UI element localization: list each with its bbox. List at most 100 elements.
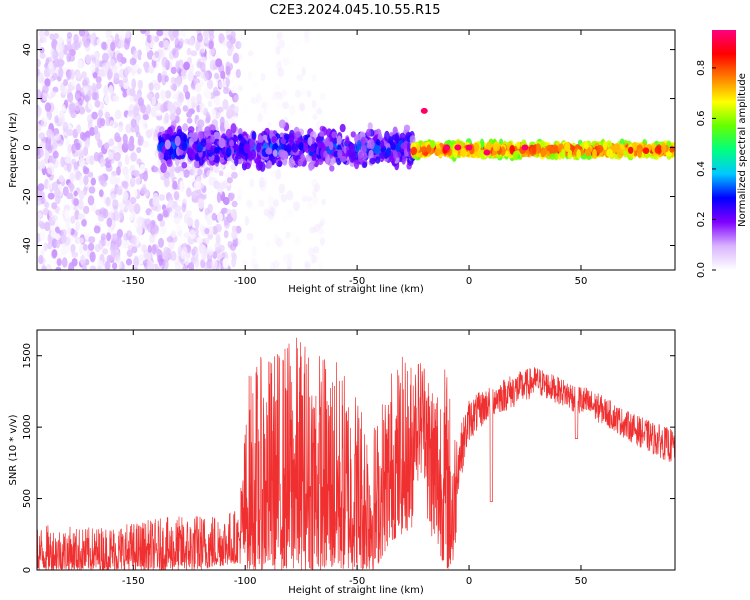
- spectrogram-cell: [298, 142, 304, 151]
- spectrogram-x-tick-label: -50: [349, 276, 365, 287]
- spectrogram-cell: [311, 73, 317, 82]
- spectrogram-cell: [60, 156, 65, 168]
- spectrogram-cell: [126, 249, 133, 258]
- spectrogram-cell: [98, 68, 105, 78]
- spectrogram-cell: [167, 101, 174, 112]
- spectrogram-cell: [65, 217, 71, 229]
- spectrogram-cell: [147, 222, 154, 233]
- spectrogram-cell: [114, 33, 120, 45]
- spectrogram-cell: [116, 52, 124, 63]
- spectrogram-cell: [393, 150, 398, 159]
- spectrogram-cell: [349, 143, 355, 153]
- spectrogram-cell: [186, 111, 192, 118]
- spectrogram-x-tick-label: -100: [234, 276, 257, 287]
- spectrogram-cell: [233, 94, 239, 102]
- spectrogram-cell: [90, 216, 98, 226]
- spectrogram-cell: [375, 139, 381, 147]
- spectrogram-cell: [122, 181, 129, 190]
- spectrogram-cell: [73, 161, 79, 170]
- spectrogram-cell: [52, 51, 59, 60]
- spectrogram-cell: [69, 172, 75, 183]
- spectrogram-cell: [212, 199, 219, 211]
- spectrogram-cell: [176, 225, 182, 232]
- spectrogram-cell: [164, 171, 170, 179]
- spectrogram-cell: [60, 86, 68, 96]
- spectrogram-cell: [128, 202, 135, 213]
- spectrogram-cell: [276, 31, 284, 40]
- spectrogram-cell: [350, 131, 356, 138]
- spectrogram-cell: [184, 257, 190, 266]
- spectrogram-cell: [270, 170, 277, 177]
- spectrogram-cell: [306, 90, 312, 98]
- spectrogram-hotspot: [483, 149, 491, 156]
- spectrogram-cell: [301, 66, 306, 77]
- spectrogram-cell: [41, 159, 46, 170]
- spectrogram-cell: [217, 212, 223, 223]
- spectrogram-cell: [118, 40, 125, 48]
- spectrogram-cell: [213, 95, 221, 106]
- spectrogram-cell: [116, 236, 122, 248]
- spectrogram-cell: [162, 209, 169, 218]
- spectrogram-cell: [267, 211, 274, 219]
- spectrogram-cell: [129, 88, 136, 97]
- spectrogram-cell: [616, 148, 624, 159]
- spectrogram-cell: [137, 97, 145, 107]
- spectrogram-cell: [50, 90, 56, 98]
- spectrogram-cell: [170, 76, 176, 85]
- spectrogram-hotspot: [465, 144, 473, 151]
- spectrogram-cell: [110, 250, 116, 261]
- snr-x-tick-label: -150: [122, 576, 145, 587]
- spectrogram-cell: [255, 92, 262, 104]
- spectrogram-cell: [142, 140, 150, 148]
- spectrogram-cell: [137, 225, 143, 237]
- spectrogram-cell: [75, 220, 80, 232]
- spectrogram-cell: [37, 106, 42, 117]
- spectrogram-cell: [150, 106, 157, 118]
- spectrogram-y-tick-label: -40: [22, 237, 33, 253]
- spectrogram-cell: [105, 196, 111, 207]
- spectrogram-cell: [42, 91, 47, 101]
- spectrogram-cell: [227, 47, 233, 57]
- spectrogram-cell: [109, 120, 115, 130]
- spectrogram-cell: [90, 33, 95, 45]
- spectrogram-cell: [247, 198, 253, 209]
- spectrogram-cell: [91, 111, 98, 120]
- colorbar-tick-label: 0.4: [696, 161, 707, 177]
- spectrogram-cell: [118, 209, 124, 219]
- spectrogram-cell: [281, 89, 287, 97]
- spectrogram-cell: [303, 30, 310, 38]
- spectrogram-cell: [49, 33, 55, 40]
- spectrogram-cell: [194, 218, 200, 229]
- spectrogram-cell: [110, 41, 116, 52]
- spectrogram-y-tick-label: -20: [22, 188, 33, 204]
- spectrogram-cell: [258, 176, 265, 188]
- spectrogram-cell: [140, 104, 147, 114]
- spectrogram-cell: [136, 158, 142, 165]
- spectrogram-cell: [319, 92, 327, 101]
- spectrogram-cell: [67, 92, 74, 103]
- spectrogram-hotspot: [454, 144, 462, 151]
- spectrogram-cell: [276, 60, 282, 71]
- spectrogram-cell: [273, 83, 281, 93]
- spectrogram-cell: [124, 172, 130, 184]
- spectrogram-cell: [222, 99, 229, 110]
- spectrogram-cell: [140, 206, 148, 213]
- spectrogram-cell: [282, 101, 290, 110]
- spectrogram-cell: [98, 109, 103, 118]
- spectrogram-cell: [250, 97, 258, 104]
- spectrogram-cell: [151, 97, 157, 106]
- spectrogram-cell: [259, 105, 266, 116]
- spectrogram-cell: [104, 261, 111, 270]
- spectrogram-cell: [203, 36, 210, 44]
- spectrogram-cell: [154, 50, 160, 59]
- spectrogram-cell: [118, 201, 125, 212]
- spectrogram-cell: [149, 128, 156, 135]
- spectrogram-hotspot: [420, 107, 428, 114]
- spectrogram-cell: [345, 137, 350, 146]
- spectrogram-cell: [133, 170, 140, 177]
- spectrogram-cell: [42, 36, 47, 44]
- spectrogram-cell: [66, 192, 74, 200]
- spectrogram-cell: [162, 30, 170, 37]
- spectrogram-cell: [93, 151, 100, 162]
- spectrogram-cell: [622, 150, 628, 158]
